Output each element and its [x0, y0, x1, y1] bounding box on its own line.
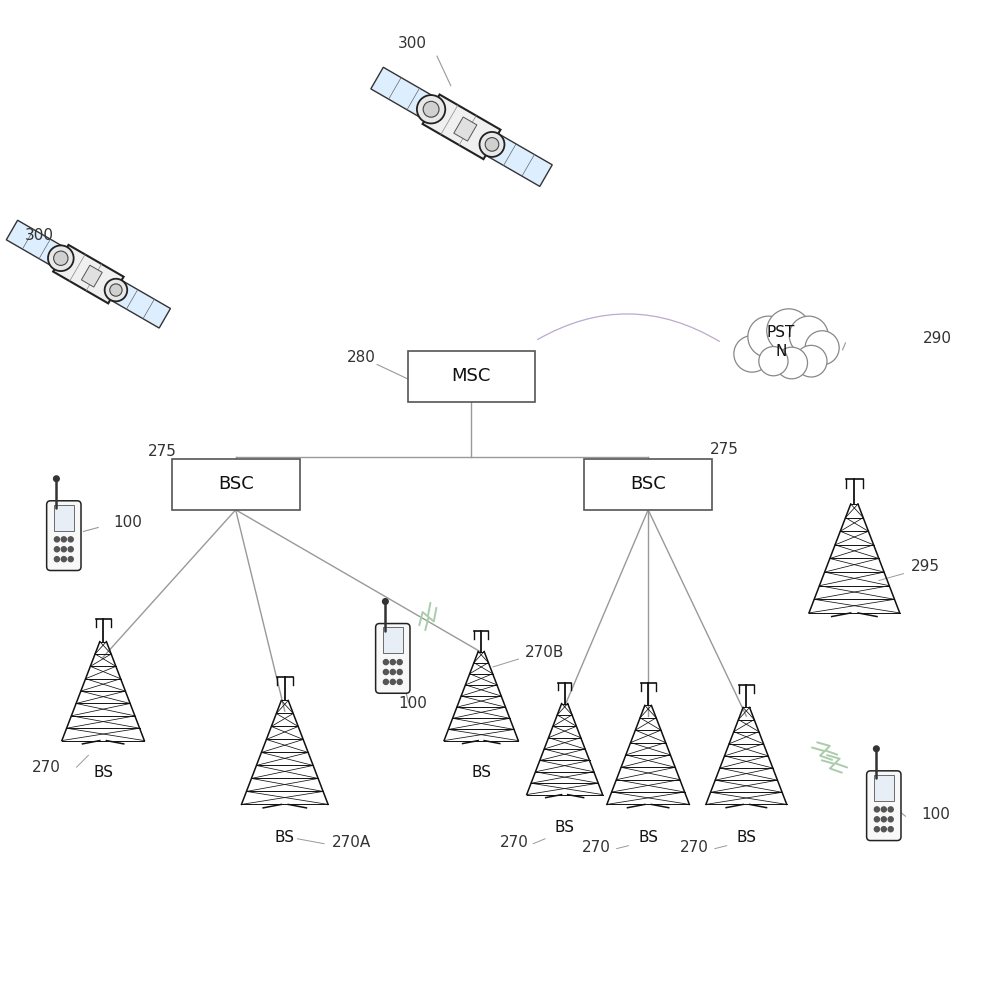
FancyBboxPatch shape: [172, 459, 300, 510]
Text: 300: 300: [398, 36, 427, 51]
Text: BS: BS: [93, 765, 113, 780]
Text: BS: BS: [471, 765, 491, 780]
Circle shape: [397, 669, 403, 675]
Circle shape: [54, 476, 59, 482]
Circle shape: [61, 557, 67, 562]
Circle shape: [383, 679, 389, 684]
Circle shape: [874, 746, 879, 752]
Circle shape: [881, 807, 887, 812]
Circle shape: [54, 557, 60, 562]
Circle shape: [767, 309, 810, 353]
Polygon shape: [486, 134, 552, 186]
Text: 275: 275: [147, 444, 177, 459]
Circle shape: [881, 817, 887, 822]
Text: 270A: 270A: [332, 835, 371, 850]
FancyBboxPatch shape: [408, 351, 535, 402]
Circle shape: [61, 547, 67, 552]
Circle shape: [48, 245, 74, 271]
Text: BS: BS: [555, 820, 574, 835]
Circle shape: [397, 679, 403, 684]
Text: MSC: MSC: [452, 367, 491, 385]
Circle shape: [874, 807, 880, 812]
Circle shape: [881, 827, 887, 832]
Text: 280: 280: [347, 350, 376, 365]
Circle shape: [874, 827, 880, 832]
Circle shape: [110, 284, 122, 296]
Circle shape: [874, 817, 880, 822]
Circle shape: [383, 599, 388, 604]
Circle shape: [390, 669, 396, 675]
Polygon shape: [422, 95, 501, 159]
FancyBboxPatch shape: [47, 501, 81, 571]
Circle shape: [390, 679, 396, 684]
Circle shape: [54, 537, 60, 542]
Bar: [383, 627, 403, 653]
Text: BS: BS: [638, 830, 658, 845]
Text: 295: 295: [911, 559, 941, 574]
Circle shape: [888, 817, 894, 822]
Text: 270: 270: [500, 835, 528, 850]
Text: 100: 100: [921, 807, 950, 822]
Circle shape: [383, 669, 389, 675]
Circle shape: [423, 101, 439, 117]
FancyBboxPatch shape: [584, 459, 712, 510]
Circle shape: [68, 537, 74, 542]
Circle shape: [734, 336, 770, 372]
Text: 275: 275: [710, 442, 739, 457]
Text: 270: 270: [681, 840, 709, 855]
Polygon shape: [371, 67, 437, 120]
Polygon shape: [53, 245, 124, 303]
Circle shape: [888, 807, 894, 812]
Circle shape: [776, 347, 807, 379]
Text: 100: 100: [398, 696, 427, 711]
Circle shape: [68, 557, 74, 562]
Text: 290: 290: [923, 331, 953, 346]
Polygon shape: [82, 265, 102, 287]
Circle shape: [61, 537, 67, 542]
FancyBboxPatch shape: [866, 771, 901, 841]
Polygon shape: [454, 117, 477, 141]
Circle shape: [390, 660, 396, 665]
Circle shape: [54, 547, 60, 552]
Circle shape: [759, 347, 788, 376]
Circle shape: [485, 138, 499, 151]
Circle shape: [795, 345, 827, 377]
Text: 270B: 270B: [525, 645, 565, 660]
Circle shape: [68, 547, 74, 552]
Text: 100: 100: [113, 515, 141, 530]
Circle shape: [383, 660, 389, 665]
Circle shape: [805, 331, 840, 365]
Text: 270: 270: [32, 760, 61, 775]
Circle shape: [105, 279, 128, 301]
Text: PST
N: PST N: [767, 325, 794, 359]
Polygon shape: [6, 220, 67, 268]
Circle shape: [748, 316, 790, 358]
Bar: [54, 505, 74, 531]
Text: BS: BS: [275, 830, 295, 845]
Circle shape: [790, 316, 828, 355]
Circle shape: [479, 132, 505, 157]
Circle shape: [888, 827, 894, 832]
Circle shape: [54, 251, 68, 265]
Circle shape: [397, 660, 403, 665]
Bar: [874, 775, 894, 801]
Text: 270: 270: [582, 840, 611, 855]
FancyBboxPatch shape: [375, 624, 409, 693]
Text: 300: 300: [25, 228, 54, 243]
Polygon shape: [110, 280, 171, 328]
Text: BSC: BSC: [630, 475, 666, 493]
Text: BSC: BSC: [218, 475, 253, 493]
Circle shape: [417, 95, 445, 123]
Text: BS: BS: [736, 830, 756, 845]
